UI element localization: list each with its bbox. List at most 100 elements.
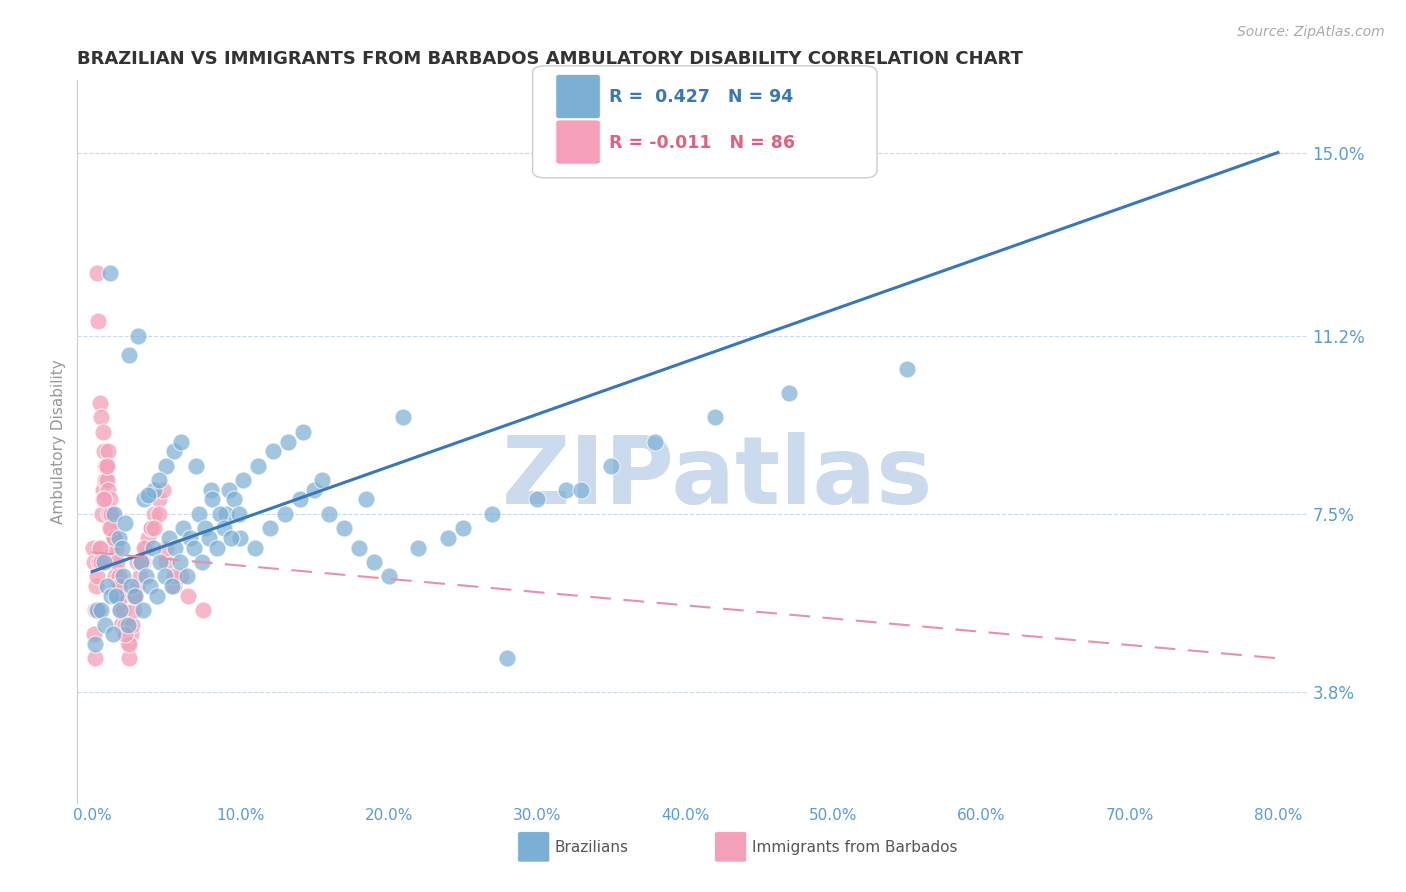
Point — [84, 651, 107, 665]
Point — [91, 425, 114, 439]
Point — [90, 555, 112, 569]
Point — [104, 569, 127, 583]
Point — [142, 541, 165, 555]
Point — [122, 589, 145, 603]
Point — [101, 541, 124, 555]
Point — [115, 627, 138, 641]
Point — [103, 555, 125, 569]
Point — [198, 531, 221, 545]
Point — [155, 541, 177, 555]
Point — [111, 541, 134, 555]
Point — [129, 555, 152, 569]
Point — [143, 507, 166, 521]
Point — [356, 492, 378, 507]
Point — [121, 617, 143, 632]
Point — [94, 458, 117, 473]
Point — [117, 637, 139, 651]
Point — [82, 541, 104, 555]
Point — [526, 492, 548, 507]
Point — [481, 507, 503, 521]
Point — [176, 569, 198, 583]
Point — [229, 531, 252, 545]
Point — [277, 434, 299, 449]
Point — [122, 603, 145, 617]
FancyBboxPatch shape — [714, 831, 747, 862]
Point — [96, 458, 118, 473]
Point — [259, 521, 281, 535]
Point — [105, 579, 128, 593]
Point — [291, 425, 314, 439]
Point — [288, 492, 311, 507]
Point — [183, 541, 205, 555]
Point — [896, 362, 918, 376]
Point — [143, 483, 166, 497]
Text: Source: ZipAtlas.com: Source: ZipAtlas.com — [1237, 25, 1385, 39]
Point — [125, 555, 148, 569]
Text: BRAZILIAN VS IMMIGRANTS FROM BARBADOS AMBULATORY DISABILITY CORRELATION CHART: BRAZILIAN VS IMMIGRANTS FROM BARBADOS AM… — [77, 50, 1024, 68]
Point — [100, 521, 122, 535]
Point — [96, 458, 118, 473]
Point — [104, 541, 127, 555]
Point — [141, 521, 163, 535]
Point — [496, 651, 519, 665]
Point — [93, 444, 115, 458]
Point — [103, 507, 125, 521]
Point — [86, 603, 108, 617]
Point — [157, 531, 180, 545]
Point — [179, 531, 201, 545]
Point — [152, 483, 174, 497]
Point — [212, 521, 235, 535]
Point — [644, 434, 666, 449]
Point — [131, 603, 153, 617]
Point — [101, 627, 124, 641]
Point — [155, 458, 177, 473]
Point — [103, 531, 125, 545]
Point — [165, 541, 187, 555]
Point — [89, 396, 111, 410]
Point — [228, 507, 250, 521]
Point — [86, 266, 108, 280]
Point — [262, 444, 284, 458]
Point — [569, 483, 592, 497]
Point — [83, 627, 105, 641]
FancyBboxPatch shape — [555, 75, 600, 119]
Point — [163, 569, 186, 583]
Point — [108, 603, 131, 617]
FancyBboxPatch shape — [555, 120, 600, 164]
Text: Brazilians: Brazilians — [555, 840, 628, 855]
Point — [149, 555, 172, 569]
Point — [138, 487, 160, 501]
Point — [208, 507, 231, 521]
Point — [148, 473, 170, 487]
Point — [221, 531, 243, 545]
Point — [108, 531, 131, 545]
FancyBboxPatch shape — [533, 66, 877, 178]
Point — [91, 492, 114, 507]
Point — [112, 569, 135, 583]
Point — [363, 555, 385, 569]
Point — [98, 521, 121, 535]
Point — [93, 555, 115, 569]
Point — [110, 579, 132, 593]
Point — [138, 531, 160, 545]
Point — [112, 603, 135, 617]
Point — [333, 521, 356, 535]
Point — [128, 569, 150, 583]
Point — [129, 555, 152, 569]
Point — [193, 603, 215, 617]
Point — [170, 434, 193, 449]
Point — [98, 266, 121, 280]
Point — [101, 531, 124, 545]
Point — [141, 521, 163, 535]
Point — [132, 541, 155, 555]
Point — [90, 603, 112, 617]
Point — [200, 483, 222, 497]
Point — [191, 555, 214, 569]
Point — [245, 541, 267, 555]
Point — [224, 492, 246, 507]
Point — [148, 492, 170, 507]
Point — [600, 458, 623, 473]
Point — [98, 507, 121, 521]
Point — [214, 507, 236, 521]
Point — [318, 507, 340, 521]
